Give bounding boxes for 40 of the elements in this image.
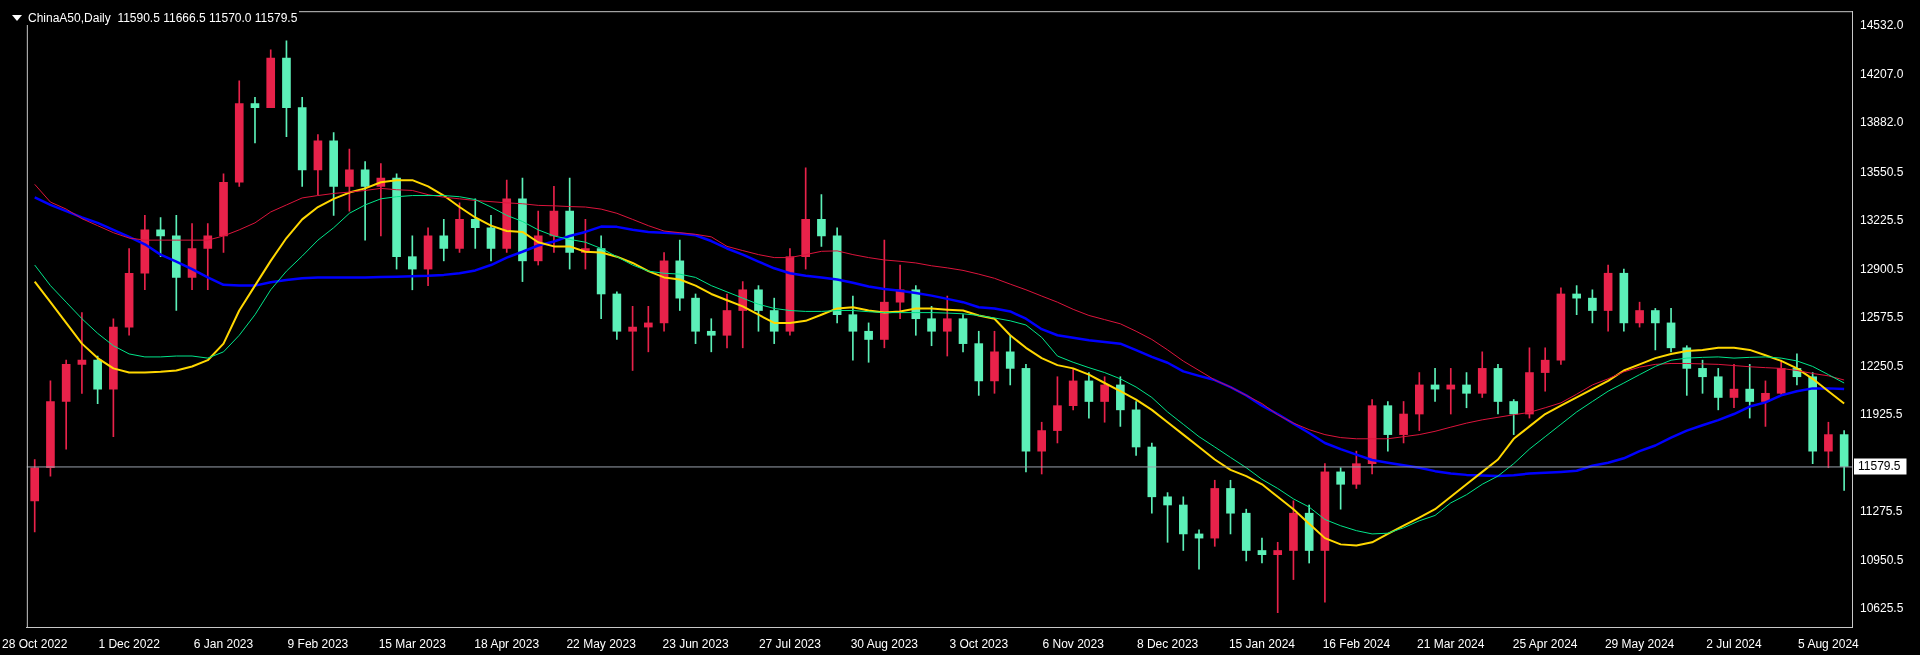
y-tick-label: 13882.0 (1860, 115, 1904, 130)
x-tick-label: 27 Jul 2023 (758, 636, 822, 651)
x-tick-label: 25 Apr 2024 (1512, 636, 1578, 651)
candlestick (250, 97, 260, 144)
x-tick-label: 15 Jan 2024 (1228, 636, 1296, 651)
x-tick-label: 15 Mar 2023 (378, 636, 447, 651)
x-tick-label: 30 Aug 2023 (850, 636, 919, 651)
x-tick-label: 9 Feb 2023 (287, 636, 349, 651)
y-tick-label: 10625.5 (1860, 601, 1904, 616)
y-tick-label: 14532.0 (1860, 18, 1904, 33)
y-tick-label: 12250.5 (1860, 358, 1904, 373)
y-tick-label: 12900.5 (1860, 261, 1904, 276)
x-tick-label: 8 Dec 2023 (1136, 636, 1199, 651)
x-tick-label: 29 May 2024 (1604, 636, 1675, 651)
y-tick-label: 13550.5 (1860, 164, 1904, 179)
x-tick-label: 22 May 2023 (566, 636, 637, 651)
y-tick-label: 14207.0 (1860, 66, 1904, 81)
x-tick-label: 6 Nov 2023 (1042, 636, 1105, 651)
x-tick-label: 1 Dec 2022 (98, 636, 161, 651)
x-tick-label: 23 Jun 2023 (662, 636, 729, 651)
x-tick-label: 3 Oct 2023 (949, 636, 1009, 651)
ref-line-label: 11579.5 (1858, 458, 1901, 473)
x-tick-label: 16 Feb 2024 (1322, 636, 1391, 651)
candlestick (706, 318, 716, 353)
candlestick (77, 312, 87, 394)
candlestick (1729, 364, 1739, 409)
y-tick-label: 11925.5 (1860, 407, 1903, 422)
candlestick (1273, 541, 1283, 614)
y-tick-label: 13225.5 (1860, 213, 1904, 228)
candlestick (1257, 537, 1267, 564)
chart-title: ChinaA50,Daily 11590.5 11666.5 11570.0 11579.5 (28, 11, 298, 25)
y-tick-label: 11275.5 (1860, 504, 1903, 519)
y-tick-label: 12575.5 (1860, 310, 1904, 325)
x-tick-label: 18 Apr 2023 (474, 636, 540, 651)
x-tick-label: 2 Jul 2024 (1706, 636, 1762, 651)
y-tick-label: 10950.5 (1860, 552, 1904, 567)
x-tick-label: 5 Aug 2024 (1798, 636, 1860, 651)
x-tick-label: 28 Oct 2022 (2, 636, 68, 651)
x-tick-label: 21 Mar 2024 (1417, 636, 1485, 651)
x-tick-label: 6 Jan 2023 (193, 636, 254, 651)
